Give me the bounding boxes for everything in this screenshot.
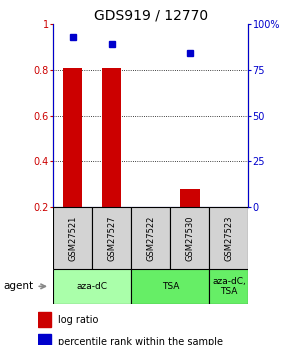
Bar xyxy=(92,207,131,269)
Bar xyxy=(38,312,51,327)
Text: GSM27527: GSM27527 xyxy=(107,215,116,261)
Text: aza-dC: aza-dC xyxy=(77,282,108,291)
Bar xyxy=(209,207,248,269)
Bar xyxy=(209,269,248,304)
Bar xyxy=(38,334,51,345)
Bar xyxy=(63,68,82,207)
Text: GSM27530: GSM27530 xyxy=(185,215,194,261)
Bar xyxy=(53,269,131,304)
Text: aza-dC,
TSA: aza-dC, TSA xyxy=(212,277,246,296)
Text: agent: agent xyxy=(3,282,33,291)
Title: GDS919 / 12770: GDS919 / 12770 xyxy=(94,9,208,23)
Text: GSM27521: GSM27521 xyxy=(68,215,77,261)
Text: log ratio: log ratio xyxy=(58,315,99,325)
Text: percentile rank within the sample: percentile rank within the sample xyxy=(58,337,224,345)
Bar xyxy=(131,207,170,269)
Bar xyxy=(102,68,122,207)
Bar xyxy=(170,207,209,269)
Bar xyxy=(53,207,92,269)
Text: GSM27522: GSM27522 xyxy=(146,215,155,261)
Text: TSA: TSA xyxy=(161,282,179,291)
Bar xyxy=(180,189,200,207)
Text: GSM27523: GSM27523 xyxy=(225,215,233,261)
Bar xyxy=(131,269,209,304)
